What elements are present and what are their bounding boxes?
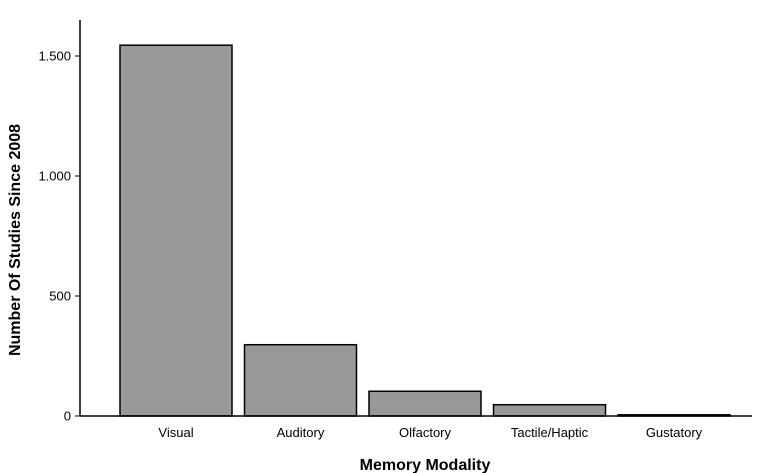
- y-tick-label: 1.000: [38, 169, 71, 184]
- x-axis-ticks: Visual Auditory Olfactory Tactile/Haptic Gus…: [158, 425, 702, 440]
- bar-tactile-haptic: [492, 403, 607, 417]
- bars-group: [119, 44, 731, 417]
- y-axis-ticks: 0 500 1.000 1.500: [38, 49, 80, 424]
- x-tick-label: Visual: [158, 425, 193, 440]
- x-tick-label: Gustatory: [646, 425, 703, 440]
- y-tick-label: 0: [64, 409, 71, 424]
- x-tick-label: Olfactory: [399, 425, 452, 440]
- x-tick-label: Tactile/Haptic: [511, 425, 589, 440]
- x-tick-label: Auditory: [277, 425, 325, 440]
- y-axis-title: Number Of Studies Since 2008: [7, 124, 24, 356]
- y-tick-label: 1.500: [38, 49, 71, 64]
- x-axis-title: Memory Modality: [360, 457, 491, 473]
- bar-olfactory: [368, 390, 482, 417]
- y-tick-label: 500: [49, 289, 71, 304]
- bar-auditory: [243, 343, 358, 417]
- bar-visual: [119, 44, 233, 417]
